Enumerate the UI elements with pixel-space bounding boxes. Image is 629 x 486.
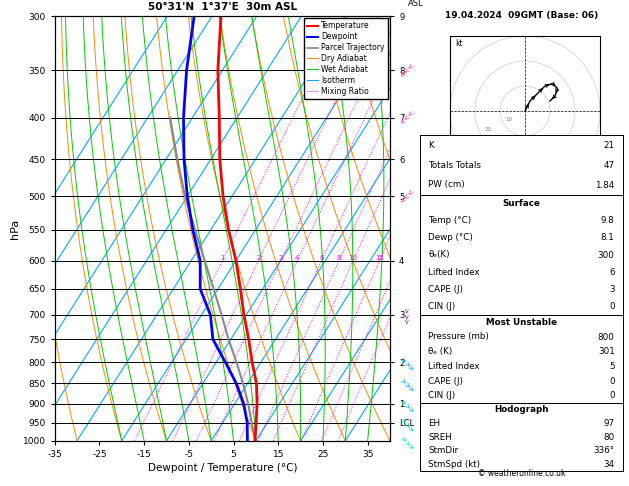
Text: Surface: Surface [503,199,540,208]
Text: 3: 3 [609,285,615,294]
Text: 30: 30 [470,137,477,142]
Text: 3: 3 [279,255,283,260]
Text: SREH: SREH [428,433,452,441]
Text: 21: 21 [604,140,615,150]
Text: 0: 0 [609,377,615,385]
Text: CAPE (J): CAPE (J) [428,377,464,385]
Text: 80: 80 [603,433,615,441]
Text: CIN (J): CIN (J) [428,391,455,400]
Text: 47: 47 [603,160,615,170]
Text: 336°: 336° [594,446,615,455]
Text: PW (cm): PW (cm) [428,180,465,190]
Text: 8.1: 8.1 [601,233,615,243]
Text: 20: 20 [485,127,492,132]
Y-axis label: hPa: hPa [10,218,20,239]
Text: km
ASL: km ASL [408,0,424,8]
Text: StmSpd (kt): StmSpd (kt) [428,460,481,469]
Text: <<<: <<< [399,188,416,205]
Text: 301: 301 [598,347,615,356]
Text: 4: 4 [295,255,299,260]
Text: 0: 0 [609,391,615,400]
Legend: Temperature, Dewpoint, Parcel Trajectory, Dry Adiabat, Wet Adiabat, Isotherm, Mi: Temperature, Dewpoint, Parcel Trajectory… [304,18,387,99]
Text: K: K [428,140,434,150]
Text: <<<: <<< [404,306,411,324]
Text: 0: 0 [609,302,615,311]
Text: <<<: <<< [399,354,416,370]
Text: 34: 34 [603,460,615,469]
Text: Dewp (°C): Dewp (°C) [428,233,473,243]
Text: CIN (J): CIN (J) [428,302,455,311]
Text: Most Unstable: Most Unstable [486,318,557,327]
Y-axis label: Mixing Ratio (g/kg): Mixing Ratio (g/kg) [425,186,433,271]
Text: θₑ(K): θₑ(K) [428,250,450,260]
Text: 1: 1 [220,255,225,260]
Text: StmDir: StmDir [428,446,459,455]
Text: θₑ (K): θₑ (K) [428,347,453,356]
Text: 8: 8 [337,255,342,260]
Text: <<<: <<< [399,433,416,449]
X-axis label: Dewpoint / Temperature (°C): Dewpoint / Temperature (°C) [148,463,297,473]
Text: Pressure (mb): Pressure (mb) [428,332,489,342]
Text: Temp (°C): Temp (°C) [428,216,472,225]
Text: Lifted Index: Lifted Index [428,362,480,371]
Text: Totals Totals: Totals Totals [428,160,481,170]
Text: 19.04.2024  09GMT (Base: 06): 19.04.2024 09GMT (Base: 06) [445,11,598,20]
Text: 10: 10 [348,255,358,260]
Text: <<<: <<< [399,109,416,126]
Text: 15: 15 [375,255,384,260]
Text: kt: kt [455,39,462,48]
Text: 300: 300 [598,250,615,260]
Text: 2: 2 [256,255,260,260]
Text: 1.84: 1.84 [596,180,615,190]
Text: Hodograph: Hodograph [494,405,548,414]
Text: 6: 6 [319,255,324,260]
Text: <<<: <<< [399,415,416,431]
Text: 97: 97 [603,419,615,428]
Text: EH: EH [428,419,440,428]
Text: 800: 800 [598,332,615,342]
Text: © weatheronline.co.uk: © weatheronline.co.uk [477,469,565,478]
Text: 6: 6 [609,268,615,277]
Text: CAPE (J): CAPE (J) [428,285,464,294]
Text: 5: 5 [609,362,615,371]
Text: 10: 10 [505,117,512,122]
Text: <<<: <<< [399,62,416,79]
Text: <<<: <<< [399,395,416,412]
Title: 50°31'N  1°37'E  30m ASL: 50°31'N 1°37'E 30m ASL [148,2,297,13]
Text: 9.8: 9.8 [601,216,615,225]
Text: Lifted Index: Lifted Index [428,268,480,277]
Text: <<<: <<< [399,375,416,392]
